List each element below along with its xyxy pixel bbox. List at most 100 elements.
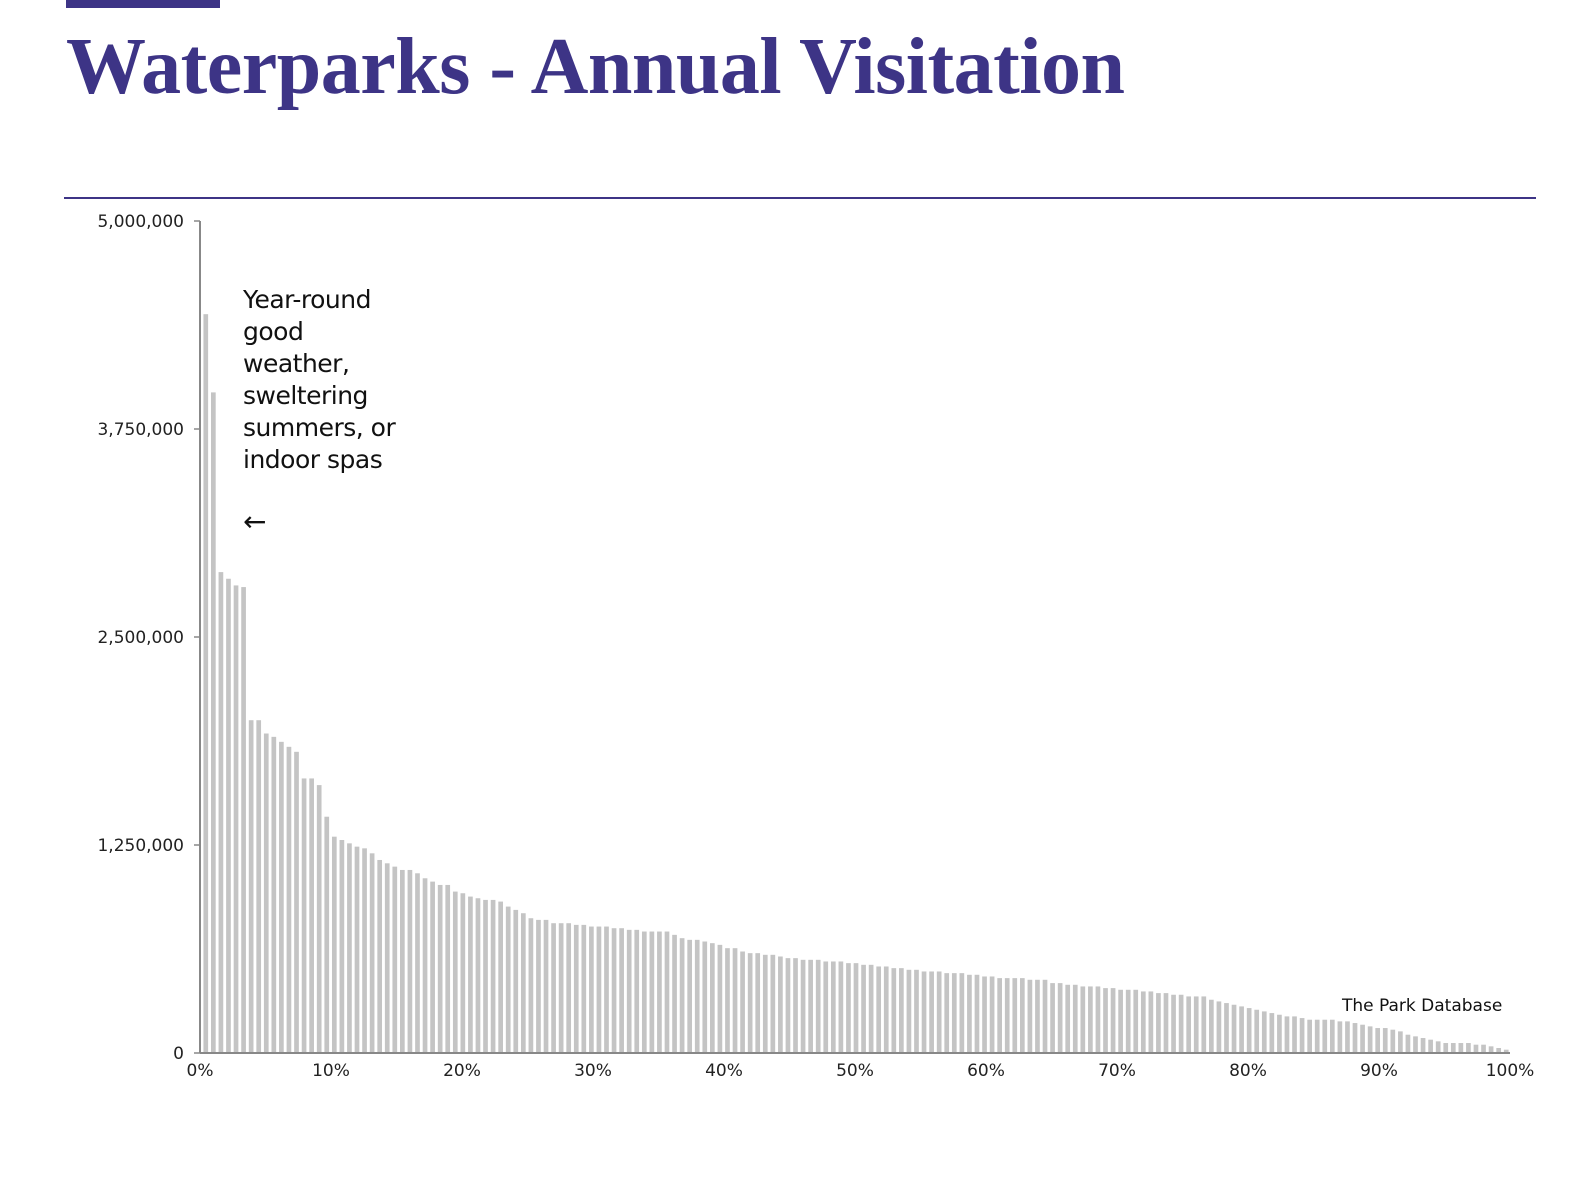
bar — [982, 976, 987, 1053]
bar — [785, 958, 791, 1053]
bar — [1352, 1023, 1358, 1053]
bar — [430, 881, 435, 1053]
bar — [1088, 986, 1093, 1053]
bar — [808, 959, 813, 1053]
bar — [1042, 979, 1048, 1053]
bar — [263, 733, 269, 1053]
bar — [400, 869, 405, 1053]
bar — [1012, 978, 1018, 1053]
x-tick-label: 0% — [187, 1061, 214, 1081]
bar — [1269, 1013, 1275, 1053]
bar — [1398, 1031, 1403, 1053]
bar — [891, 968, 897, 1053]
bar — [1057, 983, 1063, 1053]
bar — [1496, 1048, 1502, 1053]
x-tick-label: 100% — [1486, 1061, 1535, 1081]
x-axis-ticks: 0% 10% 20% 30% 40% 50% 60% 70% 80% 90% 100% — [187, 1061, 1535, 1081]
bar — [1428, 1039, 1433, 1053]
x-tick-label: 80% — [1229, 1061, 1267, 1081]
bar — [936, 971, 942, 1053]
bar — [770, 954, 776, 1053]
y-tick-label: 0 — [173, 1044, 184, 1064]
bar — [203, 314, 209, 1053]
y-tick-label: 5,000,000 — [97, 212, 184, 232]
bar — [1360, 1024, 1365, 1053]
bar — [1420, 1038, 1426, 1053]
y-tick-label: 1,250,000 — [97, 836, 184, 856]
bar — [1299, 1018, 1305, 1053]
bar — [626, 929, 632, 1053]
bar — [1488, 1046, 1494, 1053]
bar — [362, 848, 367, 1053]
bar — [543, 919, 549, 1053]
bar — [740, 951, 745, 1053]
bar — [1473, 1044, 1479, 1053]
bar — [868, 964, 874, 1053]
bar — [347, 843, 352, 1053]
bar — [725, 948, 730, 1053]
bar — [286, 746, 292, 1053]
bar — [672, 934, 677, 1053]
chart-annotation: Year-round good weather, sweltering summ… — [243, 285, 396, 474]
bar — [1050, 983, 1055, 1053]
x-tick-label: 50% — [836, 1061, 874, 1081]
bar — [279, 741, 284, 1053]
y-tick-label: 2,500,000 — [97, 628, 184, 648]
bar — [528, 918, 534, 1053]
bar — [1292, 1016, 1297, 1053]
bar — [211, 392, 216, 1053]
bar — [657, 931, 662, 1053]
bar — [1345, 1021, 1350, 1053]
bar — [853, 963, 859, 1053]
page-title: Waterparks - Annual Visitation — [66, 23, 1125, 111]
bar — [619, 928, 624, 1053]
bar — [1322, 1019, 1328, 1053]
bar — [241, 587, 246, 1053]
title-divider — [64, 197, 1536, 199]
bar — [906, 969, 912, 1053]
bar — [649, 931, 655, 1053]
bar — [793, 958, 798, 1053]
bar — [732, 948, 738, 1053]
bar — [989, 976, 995, 1053]
bar — [1458, 1043, 1464, 1053]
bar — [589, 926, 594, 1053]
source-credit: The Park Database — [1342, 996, 1503, 1016]
bar — [407, 869, 413, 1053]
bar — [1329, 1019, 1335, 1053]
bar — [679, 938, 685, 1053]
bar — [445, 884, 451, 1053]
bar — [1435, 1041, 1441, 1053]
bar — [755, 953, 761, 1053]
bar — [1209, 999, 1214, 1053]
bar — [1156, 993, 1161, 1053]
left-arrow-icon: ← — [243, 505, 267, 538]
bar — [573, 924, 579, 1053]
bar — [921, 971, 927, 1053]
bar — [1201, 996, 1207, 1053]
bar — [1103, 988, 1108, 1053]
bar — [422, 878, 428, 1053]
bar — [1125, 989, 1131, 1053]
bar — [1035, 979, 1040, 1053]
bar — [392, 866, 398, 1053]
bar — [490, 899, 496, 1053]
bar — [415, 873, 420, 1053]
bar — [581, 924, 587, 1053]
x-tick-label: 70% — [1098, 1061, 1136, 1081]
bar — [1148, 991, 1154, 1053]
bar — [1413, 1036, 1418, 1053]
bar — [959, 973, 965, 1053]
x-tick-label: 10% — [312, 1061, 350, 1081]
bar — [218, 572, 224, 1053]
bar — [331, 836, 337, 1053]
bar — [929, 971, 934, 1053]
bar — [944, 973, 950, 1053]
bar — [483, 899, 488, 1053]
bar — [951, 973, 957, 1053]
bar — [1375, 1028, 1381, 1053]
bar — [498, 901, 503, 1053]
bar — [687, 939, 693, 1053]
bar — [1314, 1019, 1320, 1053]
bar — [551, 923, 556, 1053]
